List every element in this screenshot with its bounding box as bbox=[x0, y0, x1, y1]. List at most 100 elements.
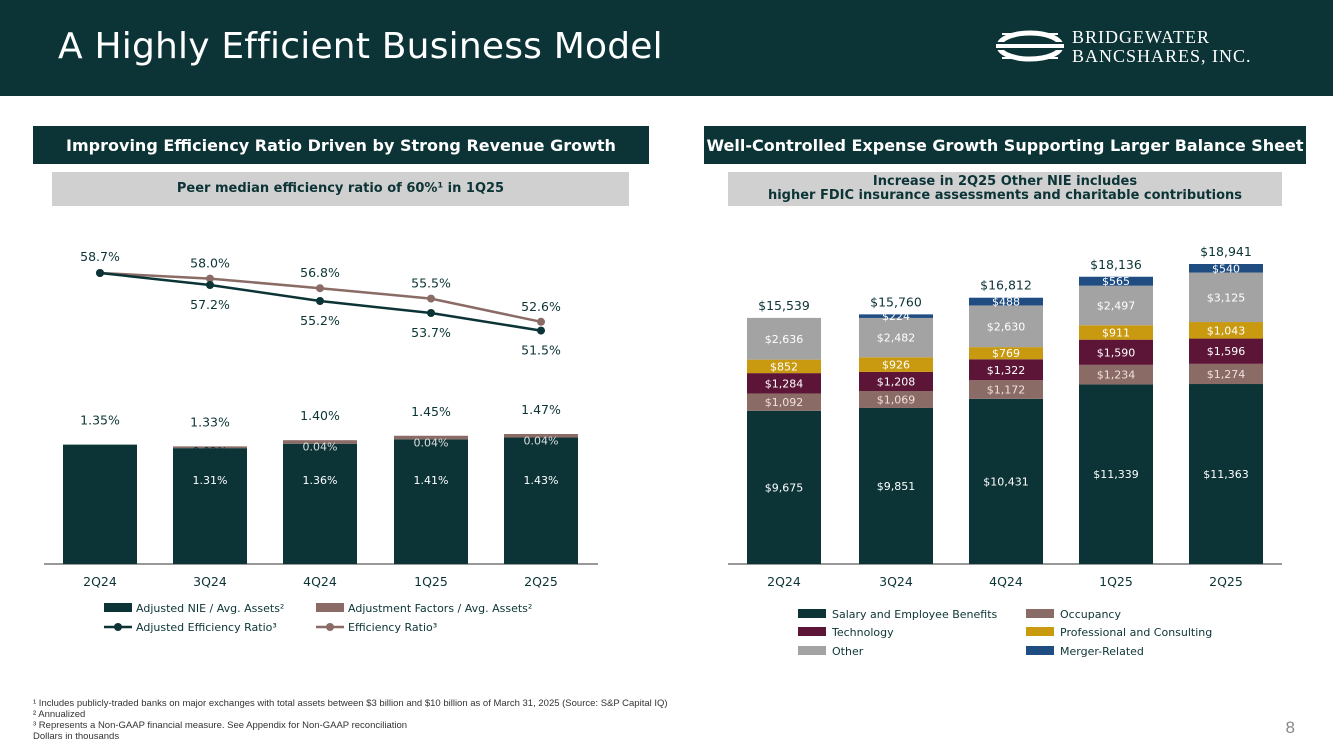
legend-swatch-0 bbox=[104, 603, 132, 612]
x-tick-label: 2Q24 bbox=[83, 574, 117, 589]
bar-label-adjustment: 0.04% bbox=[414, 436, 449, 449]
bar-segment-technology-2Q24 bbox=[747, 373, 821, 394]
bar-segment-occupancy-1Q25 bbox=[1079, 364, 1153, 385]
legend-swatch-1 bbox=[316, 603, 344, 612]
bar-segment-professional-and-consulting-2Q25 bbox=[1189, 322, 1263, 339]
bar-segment-professional-and-consulting-4Q24 bbox=[969, 347, 1043, 360]
line-label-adjusted-efficiency: 57.2% bbox=[190, 297, 230, 312]
line-label-adjusted-efficiency: 51.5% bbox=[521, 343, 561, 358]
footnote-4: Dollars in thousands bbox=[33, 731, 120, 742]
legend-swatch-1 bbox=[1026, 609, 1054, 618]
line-label-adjusted-efficiency: 58.7% bbox=[80, 249, 120, 264]
bar-label-adjustment: 0.02% bbox=[193, 445, 228, 458]
bar-segment-label: $2,497 bbox=[1097, 299, 1136, 312]
legend-swatch-0 bbox=[798, 609, 826, 618]
bar-label-adjusted-nie: 1.41% bbox=[414, 474, 449, 487]
bar-segment-label: $1,092 bbox=[765, 396, 804, 409]
bar-segment-merger-related-3Q24 bbox=[859, 314, 933, 318]
right-section-title: Well-Controlled Expense Growth Supportin… bbox=[704, 126, 1306, 164]
bar-segment-label: $1,069 bbox=[877, 394, 916, 407]
bar-segment-occupancy-2Q25 bbox=[1189, 363, 1263, 385]
legend-marker-3 bbox=[326, 623, 334, 631]
x-tick-label: 1Q25 bbox=[414, 574, 448, 589]
page-number: 8 bbox=[1285, 718, 1295, 737]
point-adjusted-efficiency-1Q25 bbox=[427, 309, 435, 317]
bar-label-adjustment: 0.04% bbox=[303, 441, 338, 454]
legend-marker-2 bbox=[114, 623, 122, 631]
bar-segment-label: $1,043 bbox=[1207, 324, 1246, 337]
line-label-efficiency: 52.6% bbox=[521, 299, 561, 314]
bar-segment-label: $9,851 bbox=[877, 480, 916, 493]
bar-total-label: $18,136 bbox=[1090, 257, 1142, 272]
point-adjusted-efficiency-3Q24 bbox=[206, 281, 214, 289]
point-efficiency-1Q25 bbox=[427, 294, 435, 303]
legend-label-2: Adjusted Efficiency Ratio³ bbox=[136, 621, 277, 634]
bar-segment-salary-and-employee-benefits-2Q25 bbox=[1189, 384, 1263, 564]
bar-segment-technology-2Q25 bbox=[1189, 338, 1263, 364]
legend-label-4: Other bbox=[832, 645, 864, 658]
bar-segment-label: $1,172 bbox=[987, 384, 1026, 397]
line-label-adjusted-efficiency: 53.7% bbox=[411, 325, 451, 340]
left-section-title-text: Improving Efficiency Ratio Driven by Str… bbox=[66, 135, 616, 155]
bar-adjusted-nie-1Q25 bbox=[394, 439, 468, 564]
bar-segment-label: $769 bbox=[992, 347, 1020, 360]
bar-label-adjustment: 0.04% bbox=[524, 435, 559, 448]
bar-segment-other-2Q24 bbox=[747, 317, 821, 360]
bar-adjusted-nie-4Q24 bbox=[283, 443, 357, 564]
x-tick-label: 4Q24 bbox=[989, 574, 1023, 589]
legend-label-2: Technology bbox=[831, 626, 894, 639]
logo-line-1: Bridgewater bbox=[1072, 27, 1210, 47]
bar-adjusted-nie-2Q24 bbox=[63, 444, 137, 564]
legend-label-3: Efficiency Ratio³ bbox=[348, 621, 437, 634]
bar-total-label: 1.35% bbox=[80, 413, 120, 428]
point-efficiency-2Q25 bbox=[537, 317, 545, 326]
page-title: A Highly Efficient Business Model bbox=[58, 26, 663, 67]
bar-segment-label: $1,596 bbox=[1207, 345, 1246, 358]
bar-total-label: 1.33% bbox=[190, 414, 230, 429]
point-adjusted-efficiency-2Q24 bbox=[96, 269, 104, 277]
right-sub-title: Increase in 2Q25 Other NIE includes high… bbox=[728, 172, 1282, 206]
bar-segment-other-3Q24 bbox=[859, 317, 933, 358]
left-sub-title: Peer median efficiency ratio of 60%¹ in … bbox=[52, 172, 629, 206]
bar-segment-label: $488 bbox=[992, 296, 1020, 309]
bar-segment-other-4Q24 bbox=[969, 305, 1043, 348]
legend-swatch-5 bbox=[1026, 646, 1054, 655]
line-label-adjusted-efficiency: 55.2% bbox=[300, 313, 340, 328]
bar-segment-occupancy-3Q24 bbox=[859, 391, 933, 408]
logo-text: Bridgewater Bancshares, Inc. bbox=[1072, 28, 1252, 66]
x-tick-label: 4Q24 bbox=[303, 574, 337, 589]
footnote-1: ¹ Includes publicly-traded banks on majo… bbox=[33, 698, 668, 709]
point-adjusted-efficiency-2Q25 bbox=[537, 326, 545, 335]
legend-label-1: Adjustment Factors / Avg. Assets² bbox=[348, 602, 532, 615]
bar-segment-label: $224 bbox=[882, 310, 910, 323]
x-tick-label: 2Q24 bbox=[767, 574, 801, 589]
bar-segment-label: $1,284 bbox=[765, 377, 804, 390]
legend-label-0: Salary and Employee Benefits bbox=[832, 608, 998, 621]
bar-segment-merger-related-2Q25 bbox=[1189, 264, 1263, 273]
bar-segment-professional-and-consulting-3Q24 bbox=[859, 357, 933, 372]
bar-segment-label: $852 bbox=[770, 360, 798, 373]
bar-adjusted-nie-3Q24 bbox=[173, 448, 247, 564]
bar-total-label: 1.40% bbox=[300, 408, 340, 423]
bar-segment-label: $540 bbox=[1212, 262, 1240, 275]
bar-label-adjusted-nie: 1.43% bbox=[524, 474, 559, 487]
line-label-efficiency: 58.0% bbox=[190, 256, 230, 271]
legend-label-0: Adjusted NIE / Avg. Assets² bbox=[136, 602, 284, 615]
point-adjusted-efficiency-4Q24 bbox=[316, 297, 324, 305]
legend-swatch-4 bbox=[798, 646, 826, 655]
bar-adjusted-nie-2Q25 bbox=[504, 437, 578, 564]
legend-label-3: Professional and Consulting bbox=[1060, 626, 1212, 639]
bar-adjustment-factors-2Q25 bbox=[504, 434, 578, 438]
bar-segment-merger-related-4Q24 bbox=[969, 297, 1043, 306]
bar-segment-other-1Q25 bbox=[1079, 285, 1153, 326]
x-tick-label: 1Q25 bbox=[1099, 574, 1133, 589]
x-tick-label: 2Q25 bbox=[524, 574, 558, 589]
bar-segment-label: $9,675 bbox=[765, 481, 804, 494]
bar-total-label: $15,539 bbox=[758, 298, 810, 313]
bar-label-adjusted-nie: 1.36% bbox=[303, 474, 338, 487]
logo-emblem-icon bbox=[994, 30, 1066, 62]
x-tick-label: 3Q24 bbox=[193, 574, 227, 589]
logo-line-2: Bancshares, Inc. bbox=[1072, 46, 1252, 66]
bar-total-label: 1.47% bbox=[521, 402, 561, 417]
point-efficiency-4Q24 bbox=[316, 284, 324, 293]
